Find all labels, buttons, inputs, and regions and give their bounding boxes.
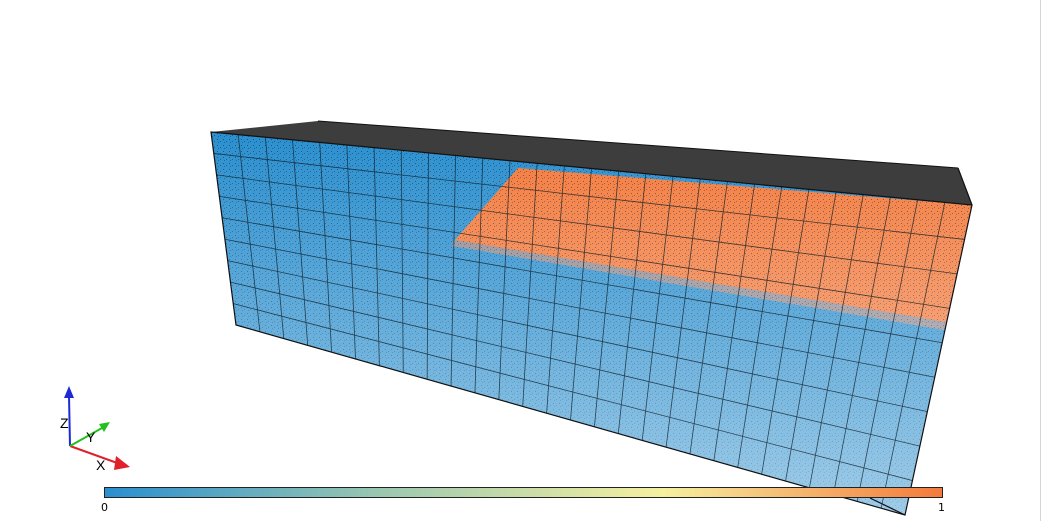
mesh-gridline (593, 171, 620, 427)
z-axis-label: Z (60, 415, 69, 431)
mesh-gridline (570, 168, 592, 421)
mesh-gridline (237, 134, 261, 332)
mesh-gridline (785, 191, 837, 482)
y-axis-label: Y (86, 429, 96, 445)
mesh-gridline (224, 238, 935, 378)
y-arrow-icon (99, 422, 110, 432)
colorbar-max-label: 1 (938, 501, 945, 514)
mesh-gridline (522, 163, 538, 407)
mesh-gridline (546, 165, 565, 414)
mesh-gridline (450, 155, 457, 387)
mesh-gridline (665, 178, 701, 448)
x-axis (69, 445, 121, 465)
y-axis (69, 427, 103, 447)
mesh-edge (957, 167, 973, 206)
mesh-gridline (227, 260, 928, 413)
mesh-gridline (474, 158, 484, 393)
mesh-gridline (832, 197, 891, 495)
mesh-gridline (264, 137, 285, 339)
vertical-scrollbar[interactable] (1040, 0, 1049, 521)
x-axis-label: X (96, 457, 106, 473)
mesh-gridline (809, 194, 864, 488)
mesh-gridline (426, 152, 429, 380)
mesh-gridline (400, 150, 404, 373)
mesh-gridline (689, 181, 728, 454)
mesh-gridline (233, 303, 913, 481)
x-arrow-icon (114, 456, 130, 470)
mesh-edge (869, 497, 906, 516)
colorbar-min-label: 0 (101, 501, 108, 514)
mesh-gridline (292, 139, 309, 346)
mesh-shading (211, 132, 972, 515)
mesh-gridline (346, 145, 356, 359)
mesh-gridline (641, 176, 674, 441)
orientation-axes-widget: Z Y X (60, 386, 130, 473)
mesh-gridline (880, 202, 946, 509)
mesh-gridline (319, 142, 332, 353)
mesh-edge (317, 120, 959, 169)
mesh-gridline (737, 186, 783, 468)
mesh-gridline (498, 160, 511, 400)
color-legend-bar (104, 487, 943, 498)
mesh-gridline (222, 217, 943, 344)
mesh-gridlines (213, 134, 965, 509)
mesh-gridline (213, 153, 965, 240)
mesh-gridline (216, 174, 958, 275)
z-axis (68, 395, 71, 447)
mesh-gridline (761, 189, 810, 475)
mesh-gridline (219, 195, 950, 309)
mesh-gridline (617, 173, 647, 434)
mesh-top-face (211, 121, 972, 205)
mesh-gridline (230, 281, 920, 447)
z-arrow-icon (64, 386, 74, 398)
mesh-gridline (373, 147, 380, 366)
mesh-gridline (856, 199, 919, 502)
mesh-gridline (713, 184, 755, 461)
